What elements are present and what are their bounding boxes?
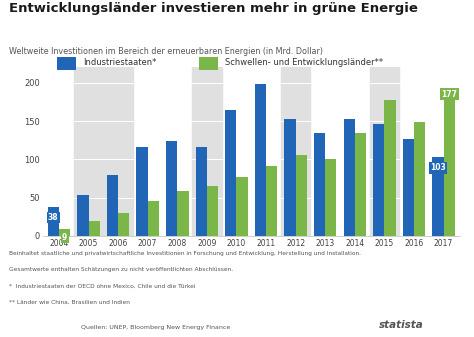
Text: ** Länder wie China, Brasilien und Indien: ** Länder wie China, Brasilien und Indie… <box>9 300 130 305</box>
Bar <box>225 110 237 236</box>
Bar <box>384 100 396 236</box>
Bar <box>59 229 70 236</box>
Text: 38: 38 <box>48 213 59 222</box>
Text: 177: 177 <box>441 90 457 99</box>
Bar <box>192 67 222 236</box>
Bar <box>74 67 133 236</box>
Bar <box>403 139 414 236</box>
Text: *  Industriestaaten der OECD ohne Mexico, Chile und die Türkei: * Industriestaaten der OECD ohne Mexico,… <box>9 283 196 288</box>
Bar <box>89 221 100 236</box>
Bar <box>370 67 399 236</box>
Text: Gesamtwerte enthalten Schätzungen zu nicht veröffentlichten Abschlüssen.: Gesamtwerte enthalten Schätzungen zu nic… <box>9 267 234 272</box>
Bar <box>284 119 296 236</box>
Text: Beinhaltet staatliche und privatwirtschaftliche Investitionen in Forschung und E: Beinhaltet staatliche und privatwirtscha… <box>9 251 362 256</box>
Bar <box>432 157 444 236</box>
Bar <box>166 141 177 236</box>
Bar <box>48 207 59 236</box>
Bar <box>118 213 129 236</box>
Bar <box>281 67 310 236</box>
Bar <box>255 84 266 236</box>
Text: 103: 103 <box>430 163 446 172</box>
Bar <box>107 175 118 236</box>
Bar <box>373 124 384 236</box>
Text: Weltweite Investitionen im Bereich der erneuerbaren Energien (in Mrd. Dollar): Weltweite Investitionen im Bereich der e… <box>9 47 323 56</box>
Bar <box>77 195 89 236</box>
Text: 9: 9 <box>62 233 67 242</box>
Bar <box>137 147 148 236</box>
Bar <box>237 177 248 236</box>
Text: Quellen: UNEP, Bloomberg New Energy Finance: Quellen: UNEP, Bloomberg New Energy Fina… <box>81 325 230 330</box>
Text: Entwicklungsländer investieren mehr in grüne Energie: Entwicklungsländer investieren mehr in g… <box>9 2 419 15</box>
Bar <box>148 202 159 236</box>
Bar <box>414 122 425 236</box>
Bar <box>344 120 355 236</box>
Text: Industriestaaten*: Industriestaaten* <box>83 58 156 67</box>
Text: statista: statista <box>379 319 424 330</box>
Bar <box>355 133 366 236</box>
Text: Schwellen- und Entwicklungsländer**: Schwellen- und Entwicklungsländer** <box>225 58 383 67</box>
Bar <box>207 186 218 236</box>
Bar <box>296 155 307 236</box>
Bar <box>177 191 189 236</box>
Bar <box>444 100 455 236</box>
Bar <box>314 133 325 236</box>
Bar <box>266 166 277 236</box>
Bar <box>325 158 337 236</box>
Bar <box>196 147 207 236</box>
